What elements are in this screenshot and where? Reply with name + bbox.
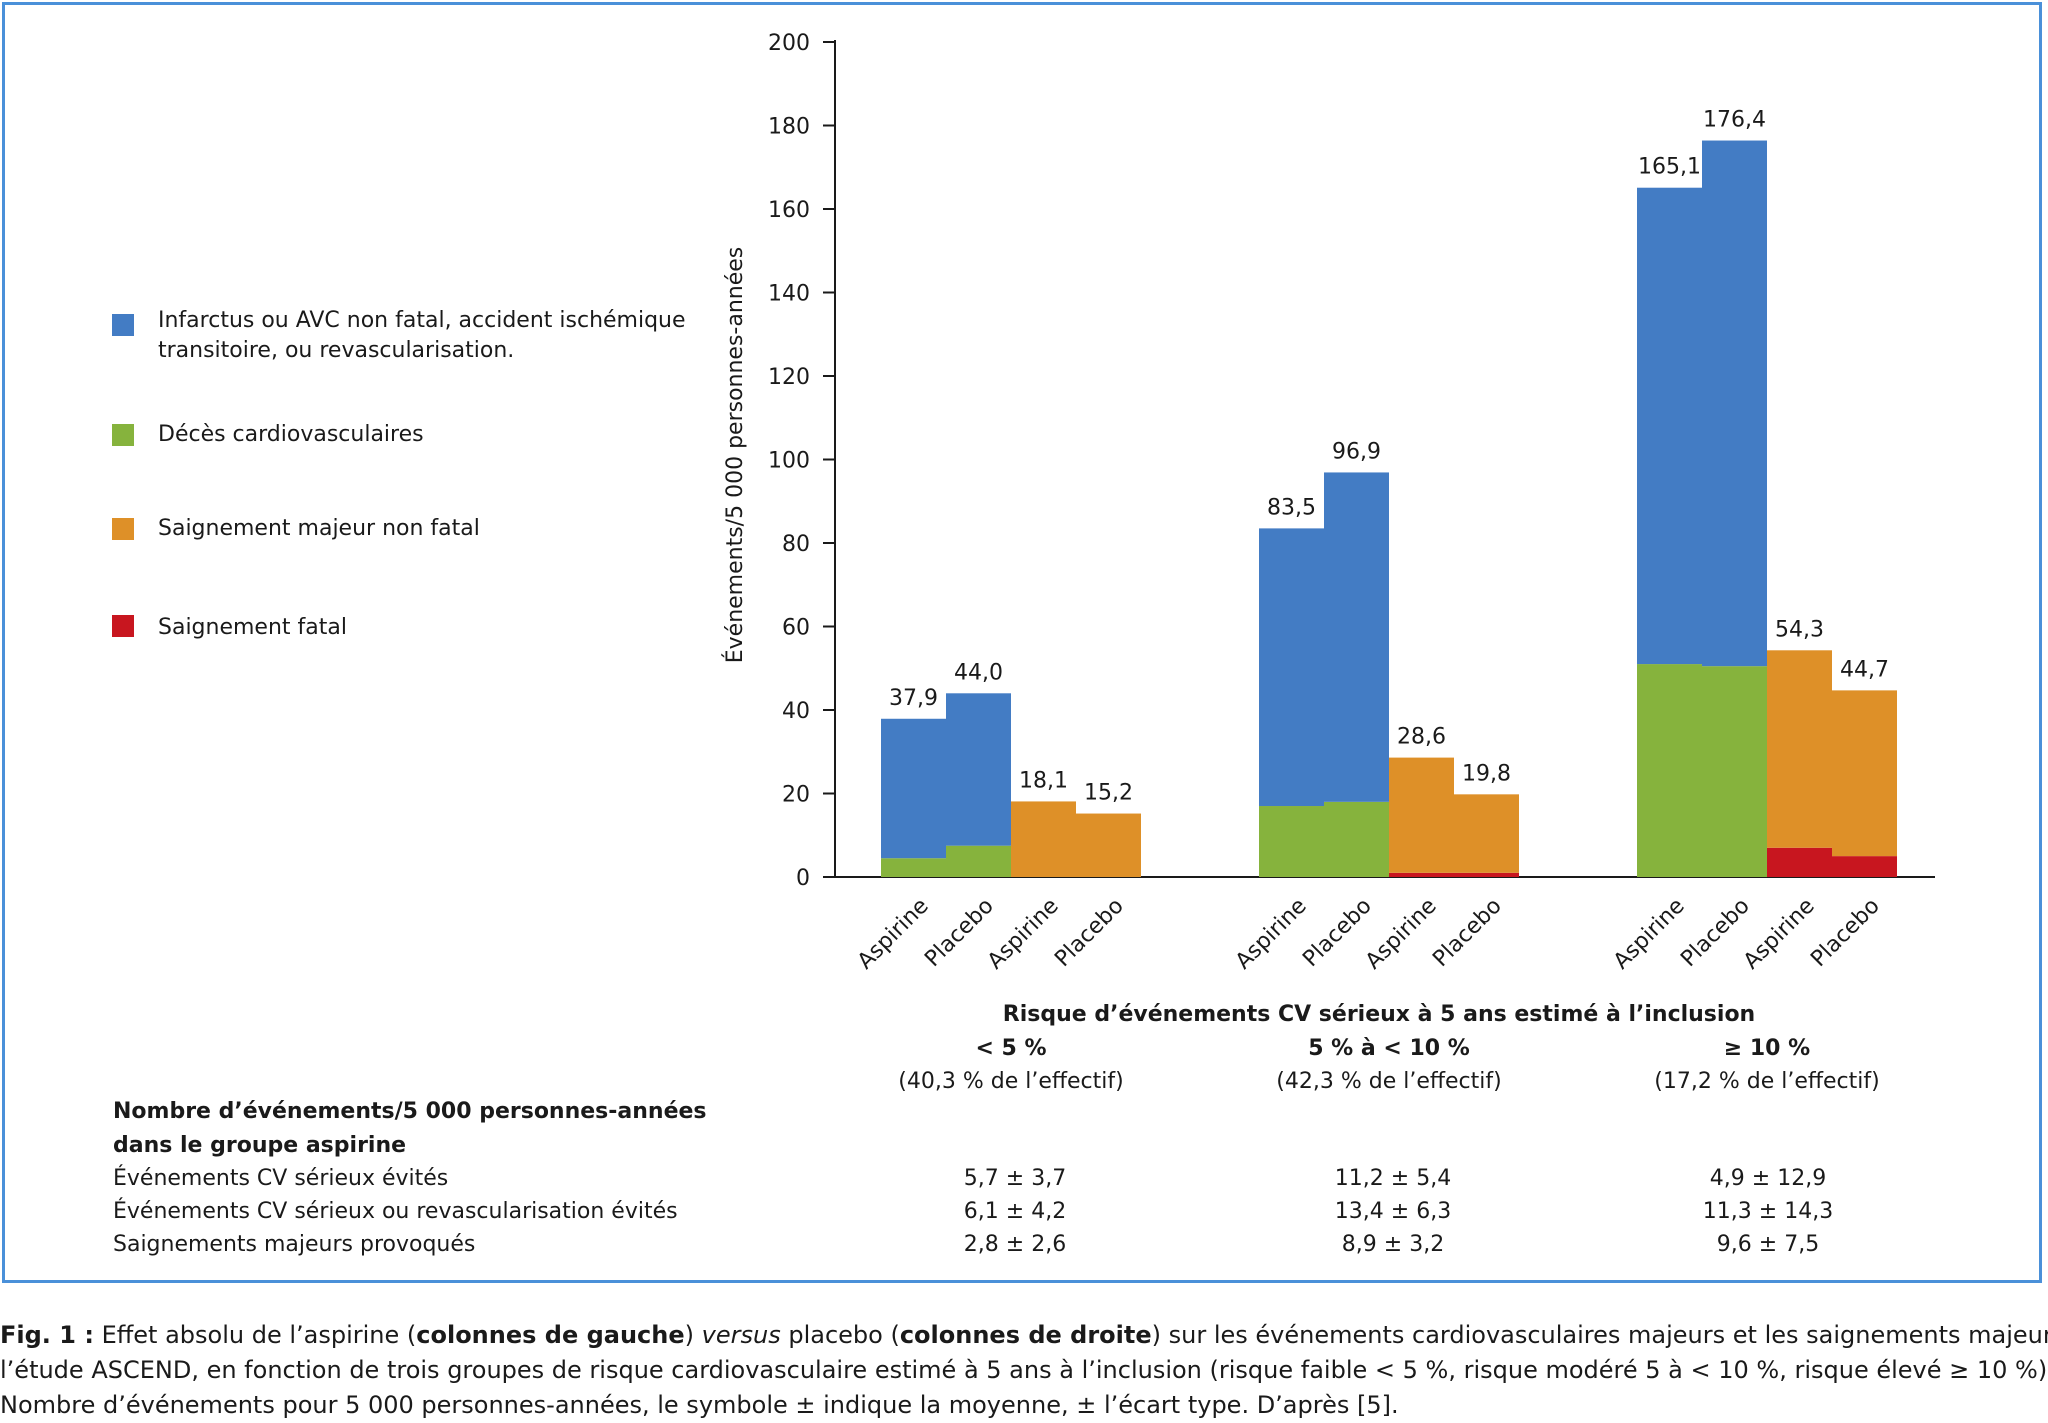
caption-text: ) sur les événements cardiovasculaires m… xyxy=(1151,1321,2048,1349)
bar-value-label: 15,2 xyxy=(1084,781,1133,806)
x-tick-label: Placebo xyxy=(1806,894,1884,972)
x-tick-label: Placebo xyxy=(1050,894,1128,972)
y-tick-label: 100 xyxy=(768,449,810,474)
table-cell: 9,6 ± 7,5 xyxy=(1716,1232,1820,1257)
x-tick-label: Aspirine xyxy=(983,894,1064,975)
group-label: 5 % à < 10 % xyxy=(1308,1036,1470,1061)
caption-text: Effet absolu de l’aspirine ( xyxy=(93,1321,417,1349)
group-label: < 5 % xyxy=(975,1036,1046,1061)
x-tick-label: Aspirine xyxy=(1361,894,1442,975)
bar-segment-green xyxy=(1702,666,1767,877)
table-cell: 6,1 ± 4,2 xyxy=(963,1199,1067,1224)
group-sublabel: (17,2 % de l’effectif) xyxy=(1654,1069,1879,1094)
x-tick-label: Placebo xyxy=(1428,894,1506,972)
bar-segment-green xyxy=(1637,664,1702,877)
y-tick-label: 200 xyxy=(768,31,810,56)
y-tick-label: 120 xyxy=(768,365,810,390)
bar-segment-red xyxy=(1454,872,1519,877)
caption-line-2: l’étude ASCEND, en fonction de trois gro… xyxy=(0,1356,2048,1384)
bar-value-label: 176,4 xyxy=(1703,108,1766,133)
table-cell: 13,4 ± 6,3 xyxy=(1334,1199,1452,1224)
caption-italic: versus xyxy=(701,1321,781,1349)
bar-segment-red xyxy=(1767,847,1832,877)
caption-fig-label: Fig. 1 : xyxy=(0,1321,94,1349)
bar-segment-orange xyxy=(1767,650,1832,848)
table-cell: 2,8 ± 2,6 xyxy=(963,1232,1067,1257)
caption-bold: colonnes de gauche xyxy=(416,1321,685,1349)
y-tick-label: 140 xyxy=(768,282,810,307)
bar-value-label: 54,3 xyxy=(1775,617,1824,642)
table-cell: 4,9 ± 12,9 xyxy=(1709,1166,1827,1191)
y-tick-label: 60 xyxy=(782,616,810,641)
bar-segment-orange xyxy=(1076,813,1141,877)
bar-value-label: 44,7 xyxy=(1840,657,1889,682)
table-row-label: Événements CV sérieux ou revascularisati… xyxy=(113,1199,678,1224)
bar-segment-green xyxy=(1259,806,1324,877)
legend-label-red: Saignement fatal xyxy=(158,615,347,640)
figure-frame xyxy=(2,2,2042,1283)
table-title-line1: Nombre d’événements/5 000 personnes-anné… xyxy=(113,1099,707,1124)
table-cell: 11,3 ± 14,3 xyxy=(1702,1199,1834,1224)
bar-segment-red xyxy=(1832,856,1897,877)
caption-line-1: Fig. 1 : Effet absolu de l’aspirine (col… xyxy=(0,1318,2048,1353)
y-tick-label: 20 xyxy=(782,783,810,808)
bar-value-label: 37,9 xyxy=(889,686,938,711)
x-tick-label: Aspirine xyxy=(853,894,934,975)
bar-segment-blue xyxy=(1637,187,1702,665)
bar-segment-orange xyxy=(1011,801,1076,877)
bar-segment-orange xyxy=(1454,794,1519,873)
table-title-line2: dans le groupe aspirine xyxy=(113,1133,407,1158)
bar-segment-green xyxy=(946,845,1011,877)
table-row-label: Saignements majeurs provoqués xyxy=(113,1232,476,1257)
bar-value-label: 44,0 xyxy=(954,660,1003,685)
bar-value-label: 165,1 xyxy=(1638,155,1701,180)
bar-segment-blue xyxy=(1259,528,1324,807)
x-axis-title: Risque d’événements CV sérieux à 5 ans e… xyxy=(1003,1002,1755,1027)
caption-text: ) xyxy=(684,1321,702,1349)
caption-text: placebo ( xyxy=(780,1321,900,1349)
legend-swatch-orange xyxy=(112,518,134,540)
y-axis-title: Événements/5 000 personnes-années xyxy=(722,247,748,664)
bar-value-label: 18,1 xyxy=(1019,768,1068,793)
y-tick-label: 80 xyxy=(782,532,810,557)
table-cell: 11,2 ± 5,4 xyxy=(1334,1166,1452,1191)
legend-swatch-blue xyxy=(112,314,134,336)
bar-value-label: 28,6 xyxy=(1397,725,1446,750)
legend-label-orange: Saignement majeur non fatal xyxy=(158,516,480,541)
table-cell: 8,9 ± 3,2 xyxy=(1341,1232,1445,1257)
y-tick-label: 180 xyxy=(768,115,810,140)
bar-segment-orange xyxy=(1389,757,1454,873)
legend-swatch-red xyxy=(112,615,134,637)
bar-value-label: 96,9 xyxy=(1332,439,1381,464)
table-row-label: Événements CV sérieux évités xyxy=(113,1166,449,1191)
y-tick-label: 160 xyxy=(768,198,810,223)
group-label: ≥ 10 % xyxy=(1724,1036,1810,1061)
caption-bold: colonnes de droite xyxy=(899,1321,1152,1349)
bar-value-label: 83,5 xyxy=(1267,495,1316,520)
bar-segment-blue xyxy=(946,693,1011,846)
x-tick-label: Aspirine xyxy=(1609,894,1690,975)
bar-segment-green xyxy=(881,858,946,877)
stacked-bar-chart: 0 20 40 60 80 100 120 140 160 180 200 Événements/5 … xyxy=(722,31,1935,1094)
x-tick-label: Aspirine xyxy=(1231,894,1312,975)
bar-segment-blue xyxy=(1702,140,1767,667)
bar-segment-blue xyxy=(881,718,946,859)
bar-segment-green xyxy=(1324,801,1389,877)
bar-segment-red xyxy=(1389,872,1454,877)
caption-line-3: Nombre d’événements pour 5 000 personnes… xyxy=(0,1391,1399,1419)
y-tick-label: 0 xyxy=(796,866,810,891)
figure-caption: Fig. 1 : Effet absolu de l’aspirine (col… xyxy=(0,1318,2048,1423)
bar-segment-blue xyxy=(1324,472,1389,802)
bar-segment-orange xyxy=(1832,690,1897,857)
bar-value-label: 19,8 xyxy=(1462,761,1511,786)
legend-label-blue: Infarctus ou AVC non fatal, accident isc… xyxy=(158,308,686,363)
y-tick-label: 40 xyxy=(782,699,810,724)
legend-label-green: Décès cardiovasculaires xyxy=(158,422,424,447)
table-cell: 5,7 ± 3,7 xyxy=(963,1166,1067,1191)
group-sublabel: (40,3 % de l’effectif) xyxy=(898,1069,1123,1094)
x-tick-label: Aspirine xyxy=(1739,894,1820,975)
group-sublabel: (42,3 % de l’effectif) xyxy=(1276,1069,1501,1094)
legend-swatch-green xyxy=(112,424,134,446)
